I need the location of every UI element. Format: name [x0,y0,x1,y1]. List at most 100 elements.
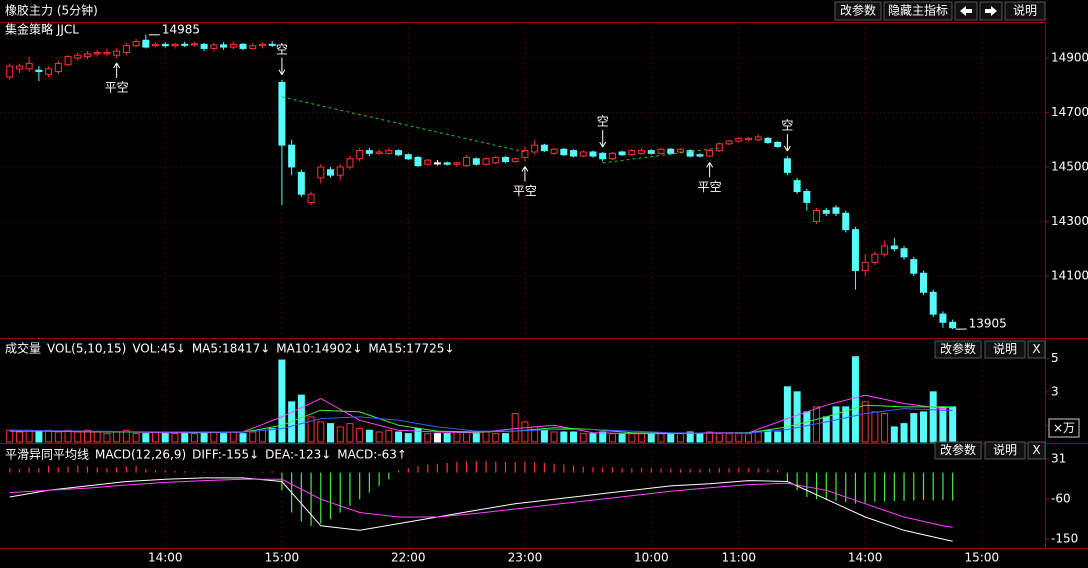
candle-body [278,81,286,146]
button[interactable]: X [1027,441,1046,460]
volume-bar [696,433,704,443]
y-tick-label: 31 [1051,451,1066,465]
candle-body [103,52,111,55]
button-label[interactable]: 改参数 [940,341,976,356]
candle-body [647,150,655,154]
volume-bar [783,386,791,443]
volume-bar [83,429,91,443]
candle-body [64,56,72,66]
x-tick-label: 10:00 [634,551,669,565]
next-button[interactable] [979,1,1003,21]
panel-header: MA15:17725↓ [368,342,454,356]
candle-body [725,140,733,145]
button-label[interactable]: X [1032,443,1040,457]
button-frame[interactable] [1027,441,1046,460]
button-frame[interactable] [984,340,1026,359]
button-label[interactable]: 改参数 [840,3,876,18]
button[interactable]: 隐藏主指标 [883,1,953,21]
button[interactable]: X [1027,340,1046,359]
candle-body [15,65,23,70]
candle-body [239,43,247,49]
button-frame[interactable] [934,340,982,359]
candle-body [735,137,743,142]
button-label[interactable]: 说明 [993,341,1017,356]
candle-body [356,150,364,160]
candle-body [851,229,859,272]
annotation-label: 13905 [969,317,1007,331]
candle-body [181,43,189,46]
volume-bar [764,429,772,443]
candle-body [288,144,296,168]
candle-body [890,245,898,250]
candle-body [861,261,869,272]
candle-body [715,143,723,152]
candle-body [929,291,937,315]
volume-bar [540,429,548,443]
volume-bar [385,429,393,443]
button-label[interactable]: 改参数 [940,442,976,457]
candle-body [35,69,43,73]
button-label[interactable]: X [1032,342,1040,356]
button[interactable]: 说明 [984,340,1026,359]
button-label[interactable]: 说明 [993,442,1017,457]
candle-body [754,136,762,141]
volume-bar [686,431,694,443]
volume-bar [560,431,568,443]
button[interactable]: 改参数 [834,1,882,21]
signal-label: 平空 [105,80,129,94]
button[interactable]: 改参数 [934,340,982,359]
volume-bar [725,433,733,443]
volume-bar [511,413,519,443]
candle-body [676,148,684,153]
volume-bar [570,431,578,443]
prev-button[interactable] [954,1,978,21]
volume-bar [861,401,869,443]
panel-header: VOL(5,10,15) [47,342,126,356]
signal-label: 平空 [698,180,722,194]
y-unit-label: ×万 [1053,421,1075,435]
volume-bar [433,433,441,443]
button[interactable]: 说明 [1004,1,1046,21]
candle-body [210,44,218,49]
candle-body [346,158,354,168]
candle-body [161,43,169,47]
volume-bar [15,431,23,443]
candle-body [550,148,558,154]
candle-body [220,44,228,48]
volume-bar [424,433,432,443]
panel-header: DEA:-123↓ [265,448,331,462]
marks [6,34,967,542]
volume-bar [443,433,451,443]
button-label[interactable]: 说明 [1013,3,1037,18]
button[interactable]: 改参数 [934,441,982,460]
candle-body [375,151,383,154]
candle-body [842,212,850,231]
signal-arrow [521,166,529,182]
candle-body [6,65,14,78]
volume-bar [501,433,509,443]
indicator-line [9,477,953,542]
button-label[interactable]: 隐藏主指标 [888,3,948,18]
volume-bar [336,426,344,443]
x-tick-label: 15:00 [965,551,1000,565]
button-frame[interactable] [984,441,1026,460]
x-tick-label: 11:00 [721,551,756,565]
indicator-line [9,478,953,528]
y-tick-label: -150 [1051,532,1078,546]
volume-bar [142,433,150,443]
button[interactable]: 说明 [984,441,1026,460]
candle-body [200,43,208,49]
volume-bar [327,423,335,443]
candle-body [745,137,753,141]
panel-header: DIFF:-155↓ [192,448,259,462]
candle-body [618,151,626,156]
volume-bar [375,431,383,443]
panel-header: MACD:-63↑ [337,448,407,462]
candle-body [229,43,237,48]
button-frame[interactable] [934,441,982,460]
button-frame[interactable] [1027,340,1046,359]
volume-bar [54,431,62,443]
candle-body [317,166,325,179]
candle-body [365,150,373,154]
